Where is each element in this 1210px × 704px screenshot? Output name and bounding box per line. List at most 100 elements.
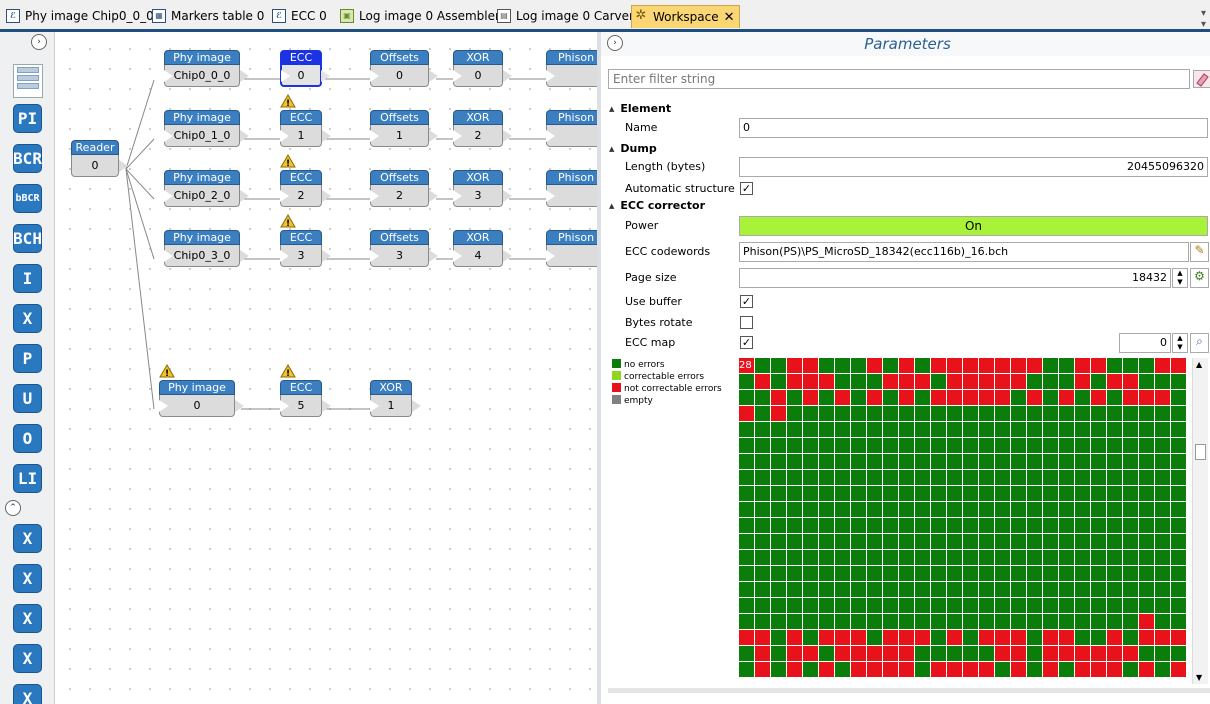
ecc-map-cell[interactable] [1107, 358, 1122, 373]
ecc-map-cell[interactable] [1107, 390, 1122, 405]
ecc-map-cell[interactable] [1091, 582, 1106, 597]
ecc-map-cell[interactable] [1043, 470, 1058, 485]
ecc-map-cell[interactable] [771, 662, 786, 677]
ecc-map-cell[interactable] [979, 534, 994, 549]
ecc-map-cell[interactable] [883, 438, 898, 453]
ecc-map-cell[interactable] [883, 566, 898, 581]
ecc-map-cell[interactable] [1091, 614, 1106, 629]
ecc-map-cell[interactable] [1139, 438, 1154, 453]
ecc-map-cell[interactable] [995, 390, 1010, 405]
ecc-map-cell[interactable] [803, 470, 818, 485]
ecc-map-cell[interactable] [867, 486, 882, 501]
ecc-map-cell[interactable] [963, 630, 978, 645]
ecc-map-cell[interactable] [931, 406, 946, 421]
ecc-map-cell[interactable] [1075, 374, 1090, 389]
ecc-map-cell[interactable] [771, 470, 786, 485]
phy-image-node[interactable]: Phy image Chip0_3_0 [164, 230, 249, 267]
ecc-map-cell[interactable] [899, 438, 914, 453]
ecc-map-cell[interactable] [819, 630, 834, 645]
ecc-map-cell[interactable] [1011, 502, 1026, 517]
ecc-map-cell[interactable] [1091, 486, 1106, 501]
ecc-map-cell[interactable] [851, 438, 866, 453]
output-port[interactable] [429, 190, 438, 202]
ecc-map-cell[interactable] [979, 646, 994, 661]
ecc-map-cell[interactable] [739, 534, 754, 549]
ecc-map-cell[interactable] [1091, 438, 1106, 453]
ecc-codewords-field[interactable]: Phison(PS)\PS_MicroSD_18342(ecc116b)_16.… [739, 242, 1189, 262]
ecc-map-cell[interactable] [915, 662, 930, 677]
ecc-map-page-field[interactable]: 0 [1119, 333, 1171, 353]
ecc-map-cell[interactable] [883, 662, 898, 677]
ecc-map-cell[interactable] [787, 406, 802, 421]
tool-x-6[interactable]: X [13, 684, 42, 704]
ecc-map-cell[interactable] [931, 534, 946, 549]
ecc-map-cell[interactable] [1171, 358, 1186, 373]
ecc-map-cell[interactable] [947, 630, 962, 645]
ecc-map-cell[interactable] [1155, 518, 1170, 533]
ecc-map-cell[interactable] [1027, 470, 1042, 485]
ecc-map-cell[interactable] [1075, 438, 1090, 453]
ecc-map-cell[interactable] [835, 646, 850, 661]
ecc-map-cell[interactable] [1091, 422, 1106, 437]
ecc-map-cell[interactable] [867, 390, 882, 405]
ecc-map-cell[interactable] [947, 422, 962, 437]
ecc-map-cell[interactable] [1107, 422, 1122, 437]
ecc-map-cell[interactable] [963, 518, 978, 533]
ecc-map-cell[interactable] [1107, 582, 1122, 597]
ecc-map-cell[interactable] [947, 518, 962, 533]
ecc-map-cell[interactable] [1075, 598, 1090, 613]
ecc-map-cell[interactable] [739, 438, 754, 453]
output-port[interactable] [322, 130, 331, 142]
ecc-map-cell[interactable] [1027, 598, 1042, 613]
ecc-map-cell[interactable] [867, 662, 882, 677]
ecc-map-cell[interactable] [1155, 422, 1170, 437]
offsets-node[interactable]: Offsets 0 [370, 50, 438, 87]
ecc-map-cell[interactable] [787, 614, 802, 629]
ecc-map-cell[interactable] [883, 598, 898, 613]
ecc-map-cell[interactable] [819, 582, 834, 597]
output-port[interactable] [322, 400, 331, 412]
ecc-node-selected[interactable]: ECC 0 [280, 50, 330, 87]
ecc-map-cell[interactable] [739, 390, 754, 405]
ecc-map-cell[interactable] [1171, 646, 1186, 661]
ecc-map-cell[interactable] [803, 662, 818, 677]
ecc-map-cell[interactable] [1107, 438, 1122, 453]
ecc-map-cell[interactable] [771, 374, 786, 389]
ecc-map-cell[interactable] [787, 566, 802, 581]
tool-x-5[interactable]: X [13, 644, 42, 673]
ecc-map-cell[interactable] [835, 614, 850, 629]
tool-bcr[interactable]: BCR [13, 144, 42, 173]
ecc-map-cell[interactable] [899, 662, 914, 677]
ecc-map-cell[interactable] [931, 358, 946, 373]
input-port[interactable] [370, 70, 379, 82]
ecc-map-cell[interactable] [995, 486, 1010, 501]
ecc-map-cell[interactable] [931, 486, 946, 501]
ecc-map-cell[interactable] [1171, 486, 1186, 501]
ecc-map-cell[interactable] [883, 486, 898, 501]
output-port[interactable] [429, 250, 438, 262]
ecc-map-cell[interactable] [1091, 454, 1106, 469]
ecc-map-cell[interactable] [867, 534, 882, 549]
ecc-map-cell[interactable] [1139, 374, 1154, 389]
ecc-map-cell[interactable] [771, 566, 786, 581]
input-port[interactable] [164, 70, 173, 82]
ecc-map-cell[interactable] [1107, 534, 1122, 549]
ecc-map-cell[interactable] [1027, 486, 1042, 501]
ecc-map-cell[interactable] [915, 422, 930, 437]
ecc-map-cell[interactable] [883, 358, 898, 373]
ecc-map-cell[interactable] [739, 502, 754, 517]
output-port[interactable] [240, 190, 249, 202]
ecc-map-cell[interactable] [739, 550, 754, 565]
ecc-map-cell[interactable] [819, 406, 834, 421]
ecc-map-cell[interactable] [883, 646, 898, 661]
ecc-map-cell[interactable] [931, 582, 946, 597]
expand-palette-button[interactable]: › [31, 34, 47, 50]
ecc-map-cell[interactable] [819, 550, 834, 565]
phison-node[interactable]: Phison [546, 170, 597, 207]
ecc-map-cell[interactable] [1155, 390, 1170, 405]
ecc-map-cell[interactable] [963, 486, 978, 501]
ecc-map-cell[interactable] [1027, 534, 1042, 549]
ecc-map-cell[interactable] [1123, 358, 1138, 373]
ecc-map-cell[interactable] [787, 582, 802, 597]
ecc-map-cell[interactable] [979, 438, 994, 453]
